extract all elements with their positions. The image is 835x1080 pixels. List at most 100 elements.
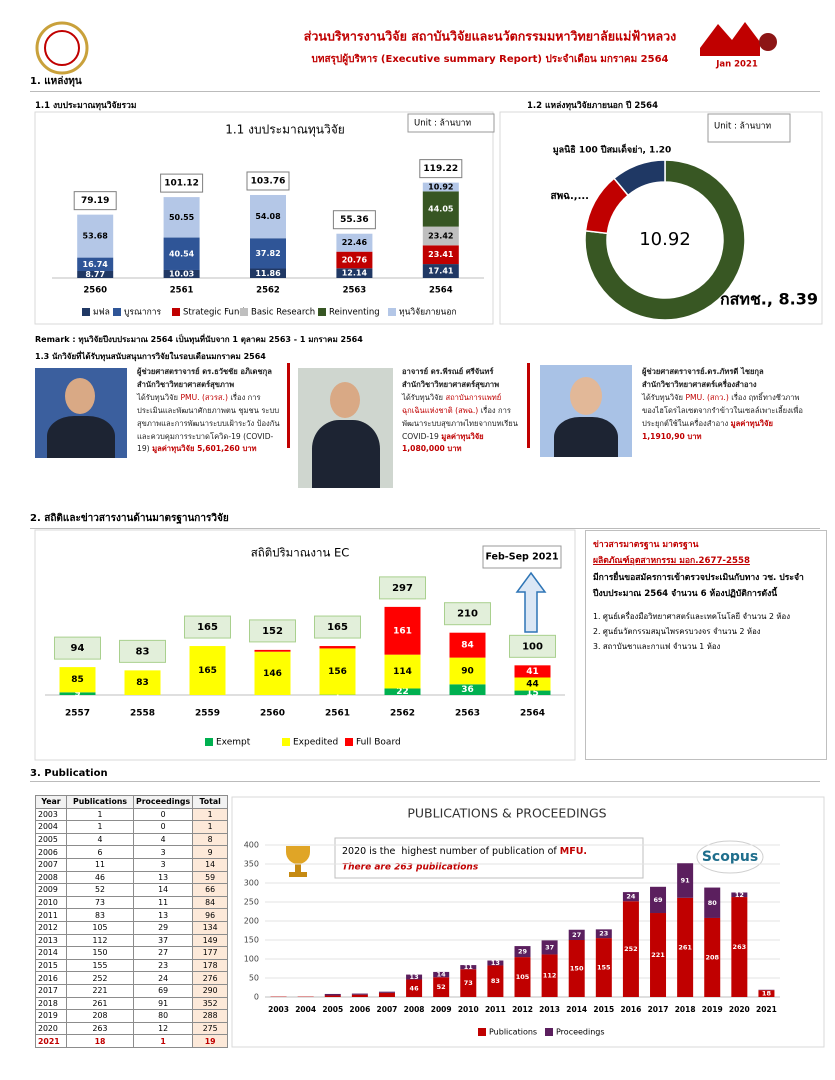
bar-segment bbox=[433, 977, 450, 997]
legend-label: Basic Research bbox=[251, 308, 315, 318]
total-label: 119.22 bbox=[423, 164, 458, 174]
table-cell: 178 bbox=[192, 958, 229, 973]
bar-segment bbox=[568, 929, 585, 940]
total-label: 79.19 bbox=[81, 196, 109, 206]
table-cell: 1 bbox=[66, 820, 134, 834]
total-box bbox=[314, 615, 361, 639]
x-tick-label: 2003 bbox=[268, 1005, 289, 1014]
data-label: 16.74 bbox=[83, 260, 109, 269]
grant-topic: เรื่อง ฤทธิ์ทางชีวภาพ ของไฮโดรไลเซตจากรำ… bbox=[642, 392, 803, 428]
bar-segment bbox=[250, 238, 286, 269]
bar-segment bbox=[351, 993, 368, 995]
grant-funder: PMU. (สกว.) bbox=[685, 392, 729, 402]
x-tick-label: 2557 bbox=[65, 709, 90, 719]
divider bbox=[527, 363, 530, 448]
data-label: 10.92 bbox=[428, 183, 453, 192]
x-tick-label: 2564 bbox=[429, 286, 453, 296]
researcher-card: อาจารย์ ดร.พีรณย์ ศรีจันทร์ สำนักวิชาวิท… bbox=[402, 366, 522, 456]
table-cell: 1 bbox=[132, 1034, 194, 1048]
table-cell: 91 bbox=[132, 996, 194, 1011]
data-label: 37 bbox=[545, 943, 554, 951]
table-cell: 19 bbox=[192, 1034, 229, 1048]
photo bbox=[35, 368, 127, 458]
bar-segment bbox=[622, 901, 639, 997]
bar-segment bbox=[384, 606, 421, 655]
bar-segment bbox=[77, 270, 114, 278]
table-cell: 2003 bbox=[35, 807, 67, 822]
bar-segment bbox=[677, 897, 694, 997]
photo-body bbox=[554, 417, 618, 457]
data-label: 85 bbox=[71, 675, 84, 685]
unit-box bbox=[407, 113, 495, 133]
x-tick-label: 2015 bbox=[593, 1005, 614, 1014]
x-tick-label: 2560 bbox=[260, 709, 285, 719]
logo-ring bbox=[44, 30, 80, 66]
doughnut-slice bbox=[612, 159, 666, 197]
x-tick-label: 2008 bbox=[404, 1005, 425, 1014]
bar-segment bbox=[406, 979, 423, 997]
legend-label: มฟล bbox=[93, 308, 110, 318]
news-heading: ข่าวสารมาตรฐาน มาตรฐาน bbox=[593, 540, 699, 550]
table-cell: 52 bbox=[66, 883, 134, 897]
data-label: 15 bbox=[526, 688, 539, 698]
news-item: 3. สถาบันชาและกาแฟ จำนวน 1 ห้อง bbox=[593, 641, 721, 651]
table-row: 2009 52 14 66 bbox=[35, 883, 229, 897]
section-heading: 1. แหล่งทุน bbox=[30, 74, 820, 92]
table-header: Year Publications Proceedings Total bbox=[35, 795, 229, 809]
data-label: 114 bbox=[393, 667, 412, 677]
legend-swatch bbox=[113, 308, 121, 316]
remark: Remark : ทุนวิจัยปีงบประมาณ 2564 เป็นทุน… bbox=[35, 335, 363, 344]
data-label: 23 bbox=[599, 930, 608, 938]
table-cell: 150 bbox=[66, 946, 134, 960]
data-label: 40.54 bbox=[169, 249, 195, 258]
total-box bbox=[54, 636, 101, 660]
bar-segment bbox=[189, 646, 226, 695]
table-cell: 208 bbox=[66, 1009, 134, 1023]
bar-segment bbox=[124, 670, 161, 695]
bar-segment bbox=[514, 946, 531, 958]
bar-segment bbox=[487, 960, 504, 966]
bar-segment bbox=[422, 226, 459, 246]
chart-title: 1.1 งบประมาณทุนวิจัย bbox=[225, 123, 345, 138]
total-label: 210 bbox=[457, 609, 478, 620]
total-box bbox=[119, 639, 166, 663]
legend-label: Proceedings bbox=[556, 1028, 605, 1037]
total-box bbox=[379, 576, 426, 600]
table-cell: 13 bbox=[132, 870, 194, 885]
data-label: 161 bbox=[393, 626, 412, 636]
total-label: 297 bbox=[392, 583, 413, 594]
y-tick-label: 400 bbox=[244, 841, 259, 850]
trophy-base bbox=[289, 872, 307, 877]
data-label: 11.86 bbox=[255, 269, 281, 278]
total-box bbox=[332, 210, 376, 230]
bar-segment bbox=[433, 971, 450, 978]
bar-segment bbox=[541, 954, 558, 997]
table-cell: 290 bbox=[192, 983, 229, 998]
x-tick-label: 2561 bbox=[325, 709, 350, 719]
trophy bbox=[286, 846, 310, 864]
table-cell: 2021 bbox=[35, 1034, 67, 1048]
photo bbox=[298, 368, 393, 488]
table-cell: 2015 bbox=[35, 958, 67, 973]
arrow bbox=[515, 571, 547, 633]
table-row: 2006 6 3 9 bbox=[35, 845, 229, 859]
x-tick-label: 2017 bbox=[648, 1005, 669, 1014]
bar-segment bbox=[595, 938, 612, 997]
x-tick-label: 2019 bbox=[702, 1005, 723, 1014]
table-cell: 6 bbox=[66, 845, 134, 859]
legend-label: Reinventing bbox=[329, 308, 380, 318]
subheading: 1.1 งบประมาณทุนวิจัยรวม bbox=[35, 101, 137, 111]
x-tick-label: 2563 bbox=[343, 286, 367, 296]
y-tick-label: 300 bbox=[244, 879, 259, 888]
bar-segment bbox=[541, 940, 558, 955]
x-tick-label: 2558 bbox=[130, 709, 155, 719]
bar-segment bbox=[449, 684, 486, 695]
bar-segment bbox=[324, 993, 341, 996]
table-cell: 2006 bbox=[35, 845, 67, 859]
bar-segment bbox=[758, 990, 775, 997]
bar-segment bbox=[378, 992, 395, 997]
column-header: Publications bbox=[66, 795, 134, 809]
table-cell: 2007 bbox=[35, 857, 67, 872]
table-cell: 2019 bbox=[35, 1009, 67, 1023]
data-label: 46 bbox=[410, 984, 420, 992]
